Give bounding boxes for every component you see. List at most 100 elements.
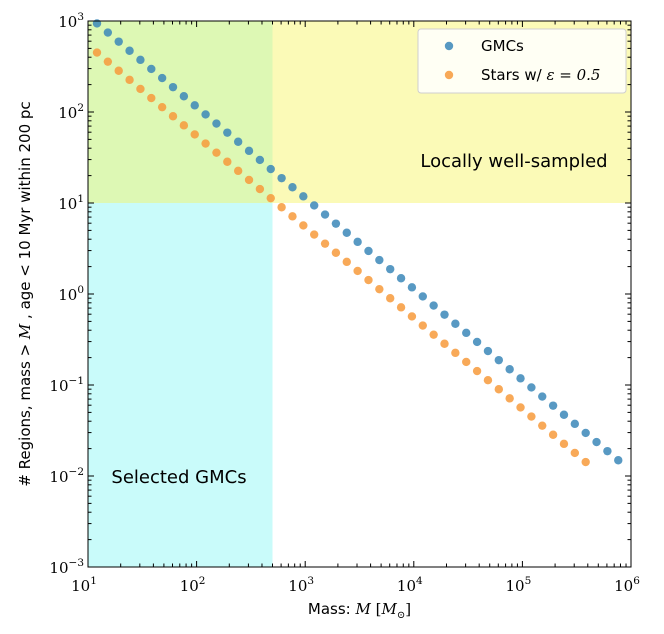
stars-point bbox=[136, 84, 145, 94]
stars-point bbox=[320, 239, 330, 248]
y-tick-exponent: 0 bbox=[77, 284, 84, 296]
stars-point bbox=[396, 303, 406, 312]
y-tick-base: 10 bbox=[58, 286, 77, 304]
gmc-point bbox=[244, 146, 254, 156]
gmc-point bbox=[494, 355, 504, 365]
gmc-point bbox=[407, 283, 417, 292]
legend: GMCs Stars w/ ε = 0.5 bbox=[417, 28, 627, 94]
legend-box bbox=[417, 28, 627, 94]
stars-point bbox=[157, 102, 167, 112]
gmc-point bbox=[570, 419, 580, 429]
y-axis-label: # Regions, mass > M , age < 10 Myr withi… bbox=[16, 101, 34, 486]
gmc-point bbox=[462, 328, 471, 338]
y-tick-exponent: −2 bbox=[69, 466, 84, 478]
stars-point bbox=[299, 221, 308, 230]
stars-point bbox=[255, 184, 265, 194]
gmc-point bbox=[483, 346, 493, 356]
stars-point bbox=[212, 148, 221, 157]
well-sampled-label: Locally well-sampled bbox=[420, 151, 607, 172]
gmc-point bbox=[190, 101, 199, 110]
stars-point bbox=[472, 366, 482, 376]
stars-point bbox=[559, 439, 569, 449]
region-selected-gmcs bbox=[88, 21, 273, 567]
stars-point bbox=[288, 212, 297, 221]
x-tick-label: 102 bbox=[180, 575, 206, 595]
y-tick-base: 10 bbox=[58, 195, 77, 213]
y-tick-exponent: 2 bbox=[77, 102, 84, 114]
x-tick-exponent: 4 bbox=[416, 575, 423, 587]
stars-point bbox=[223, 157, 232, 166]
x-tick-exponent: 3 bbox=[307, 575, 314, 587]
gmc-point bbox=[603, 446, 612, 456]
y-tick-base: 10 bbox=[58, 13, 77, 31]
stars-point bbox=[266, 193, 275, 203]
stars-point bbox=[179, 121, 189, 130]
y-tick-label: 100 bbox=[58, 284, 84, 304]
stars-point bbox=[201, 139, 210, 148]
legend-label-gmcs: GMCs bbox=[481, 37, 524, 55]
y-tick-label: 103 bbox=[58, 11, 84, 31]
selected-gmcs-label: Selected GMCs bbox=[111, 467, 246, 488]
gmc-point bbox=[266, 164, 275, 174]
y-tick-label: 10−2 bbox=[49, 466, 84, 486]
gmc-point bbox=[581, 428, 590, 438]
gmc-point bbox=[103, 28, 113, 37]
stars-point bbox=[548, 430, 558, 439]
x-tick-label: 101 bbox=[71, 575, 97, 595]
stars-point bbox=[527, 412, 536, 421]
stars-point bbox=[429, 330, 438, 339]
gmc-point bbox=[538, 392, 547, 401]
legend-marker-stars bbox=[444, 70, 454, 80]
x-tick-exponent: 2 bbox=[199, 575, 206, 587]
gmc-point bbox=[592, 437, 601, 447]
gmc-point bbox=[418, 292, 427, 301]
stars-point bbox=[505, 394, 514, 403]
gmc-point bbox=[223, 128, 232, 137]
stars-point bbox=[125, 75, 134, 85]
stars-point bbox=[353, 266, 362, 276]
gmc-point bbox=[320, 210, 330, 219]
y-tick-label: 102 bbox=[58, 102, 84, 122]
x-tick-base: 10 bbox=[288, 577, 307, 595]
y-tick-base: 10 bbox=[49, 377, 68, 395]
stars-point bbox=[190, 130, 199, 139]
stars-point bbox=[277, 203, 286, 212]
stars-point bbox=[440, 339, 449, 348]
x-tick-base: 10 bbox=[180, 577, 199, 595]
gmc-point bbox=[277, 173, 286, 183]
legend-label-stars: Stars w/ ε = 0.5 bbox=[481, 66, 600, 84]
x-tick-label: 103 bbox=[288, 575, 314, 595]
gmc-point bbox=[342, 228, 351, 237]
gmc-point bbox=[136, 55, 145, 65]
stars-point bbox=[233, 166, 243, 176]
x-axis-label: Mass: M [M⊙] bbox=[308, 600, 411, 621]
stars-point bbox=[114, 66, 123, 75]
gmc-point bbox=[364, 246, 373, 256]
y-tick-exponent: −1 bbox=[69, 375, 84, 387]
stars-point bbox=[342, 257, 351, 267]
x-tick-exponent: 1 bbox=[90, 575, 97, 587]
stars-point bbox=[244, 175, 254, 185]
gmc-point bbox=[299, 192, 308, 201]
stars-point bbox=[407, 312, 417, 321]
gmc-point bbox=[396, 274, 406, 283]
stars-point bbox=[570, 448, 580, 458]
legend-marker-gmcs bbox=[444, 41, 454, 51]
stars-point bbox=[309, 230, 319, 239]
gmc-point bbox=[386, 264, 395, 274]
stars-point bbox=[462, 357, 471, 367]
stars-point bbox=[451, 348, 460, 358]
x-tick-label: 104 bbox=[397, 575, 423, 595]
gmc-point bbox=[179, 92, 189, 101]
x-tick-exponent: 6 bbox=[633, 575, 640, 587]
gmc-point bbox=[125, 46, 134, 55]
gmc-point bbox=[233, 137, 243, 146]
x-tick-base: 10 bbox=[71, 577, 90, 595]
y-tick-base: 10 bbox=[49, 468, 68, 486]
stars-point bbox=[538, 421, 547, 430]
gmc-point bbox=[168, 82, 178, 92]
y-tick-exponent: 1 bbox=[77, 193, 84, 205]
y-tick-exponent: 3 bbox=[77, 11, 84, 23]
stars-point bbox=[386, 294, 395, 303]
